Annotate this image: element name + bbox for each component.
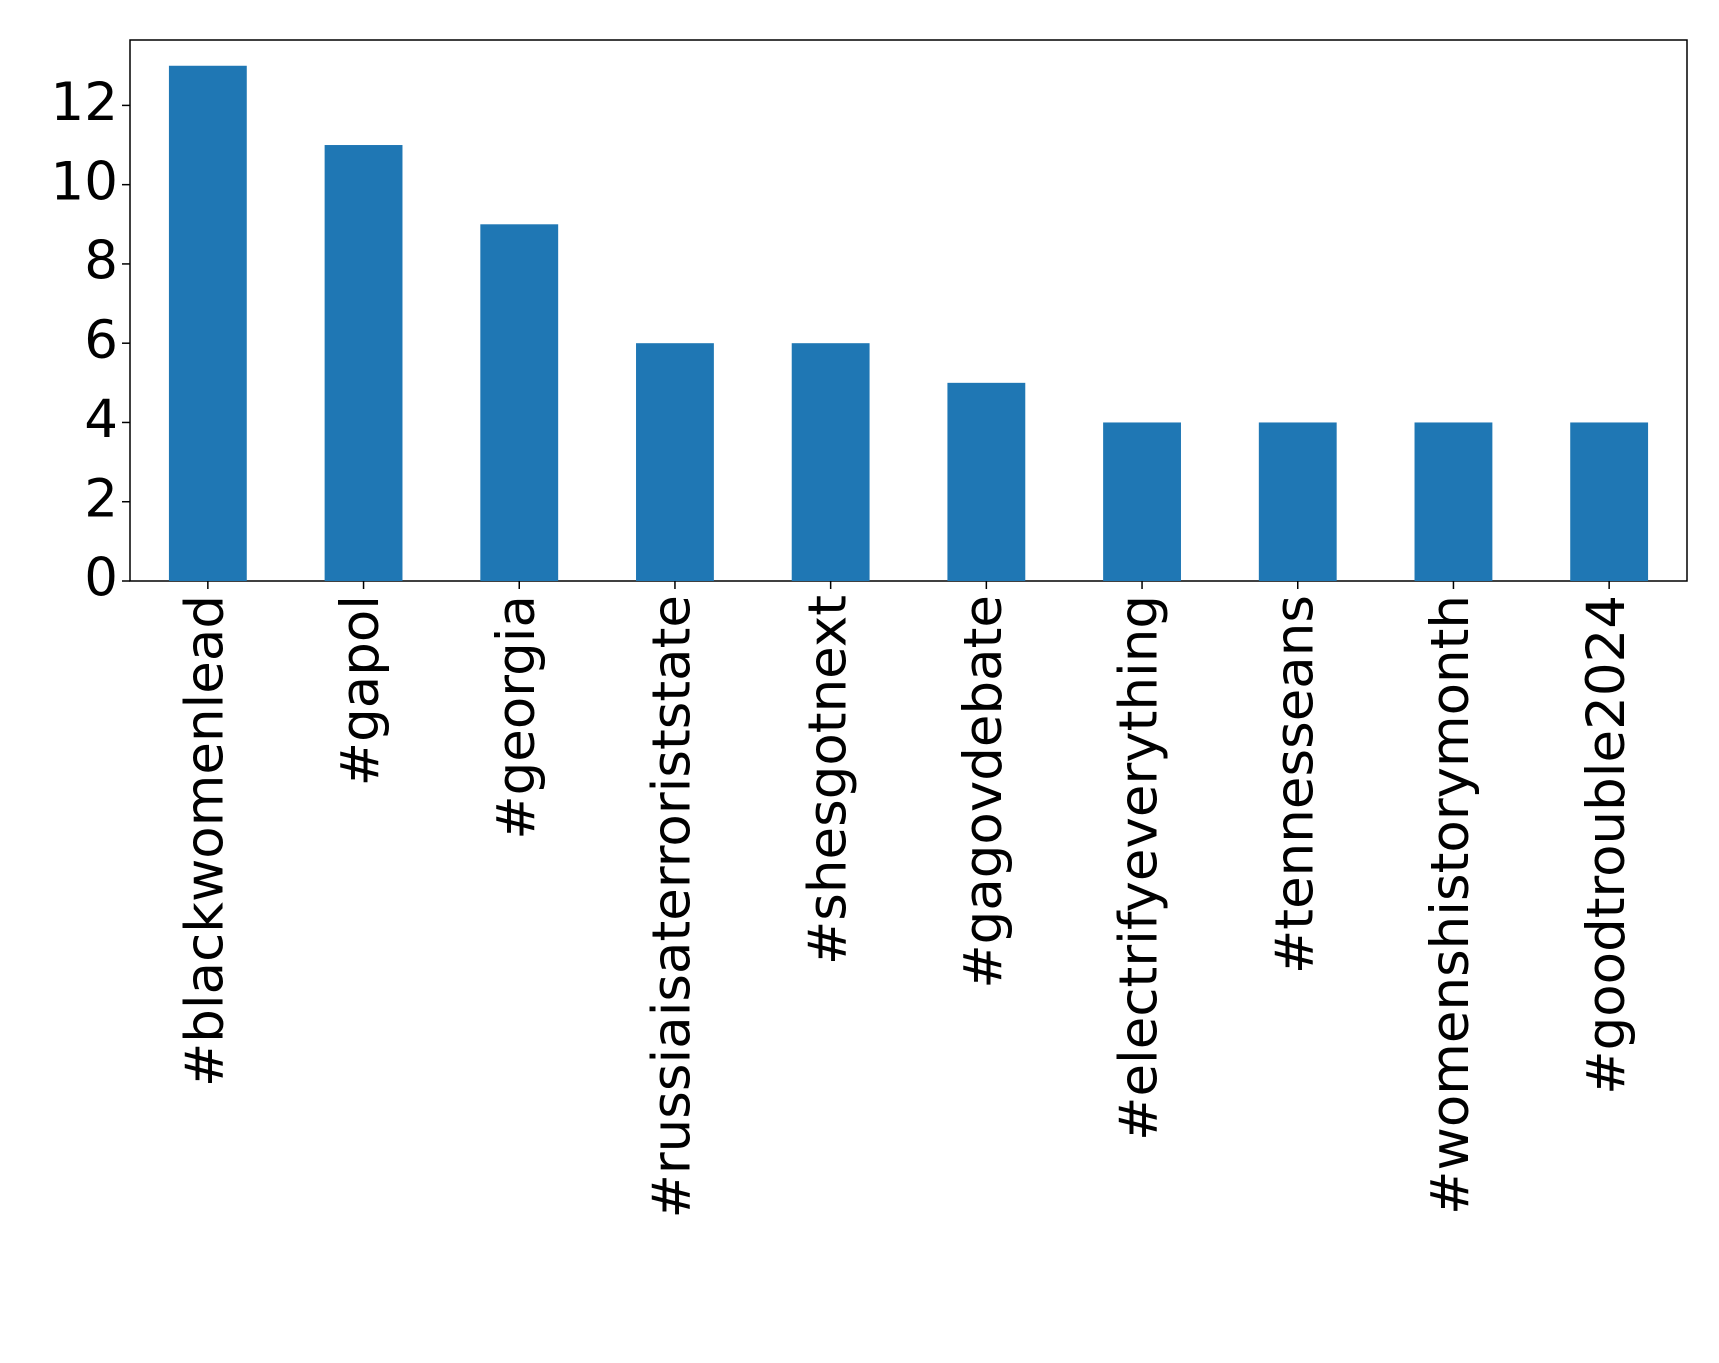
bar	[324, 145, 403, 581]
bar	[947, 382, 1026, 581]
bar	[1258, 422, 1337, 581]
bar	[1414, 422, 1493, 581]
bar	[168, 65, 247, 581]
x-tick-label: #russiaisaterroriststate	[642, 595, 703, 1219]
x-tick-label: #tennesseans	[1264, 595, 1325, 974]
bar	[480, 224, 559, 582]
y-tick-label: 6	[84, 310, 118, 371]
plot-frame	[129, 39, 1688, 582]
bar	[636, 343, 714, 581]
y-tick-label: 8	[84, 231, 118, 292]
bar	[1103, 422, 1181, 581]
y-tick-label: 4	[84, 389, 118, 450]
y-tick-label: 0	[84, 548, 118, 609]
bar	[1570, 422, 1649, 581]
x-tick-label: #gagovdebate	[953, 595, 1014, 989]
y-tick-label: 10	[51, 151, 118, 212]
x-tick-label: #gapol	[330, 595, 391, 786]
y-tick-label: 12	[51, 72, 118, 133]
x-tick-label: #shesgotnext	[797, 595, 858, 965]
x-tick-label: #goodtrouble2024	[1576, 595, 1637, 1095]
x-tick-label: #womenshistorymonth	[1420, 595, 1481, 1215]
x-tick-label: #electrifyeverything	[1109, 595, 1170, 1141]
x-tick-label: #blackwomenlead	[174, 595, 235, 1087]
x-tick-label: #georgia	[486, 595, 547, 840]
bar	[791, 343, 870, 581]
y-tick-label: 2	[84, 468, 118, 529]
